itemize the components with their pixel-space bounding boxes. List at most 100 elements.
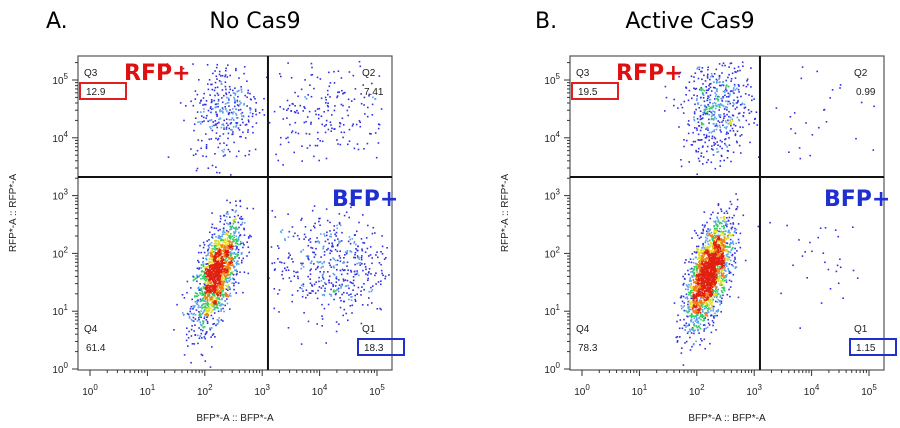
event-dot — [710, 253, 712, 256]
event-dot — [371, 302, 373, 304]
event-dot — [381, 245, 384, 248]
event-dot — [709, 98, 712, 101]
event-dot — [718, 246, 721, 248]
event-dot — [323, 261, 325, 264]
event-dot — [324, 131, 327, 134]
event-dot — [706, 305, 708, 307]
event-dot — [214, 291, 216, 293]
event-dot — [200, 267, 203, 269]
event-dot — [737, 84, 740, 86]
event-dot — [196, 93, 199, 96]
event-dot — [348, 216, 350, 219]
event-dot — [325, 119, 328, 122]
event-dot — [720, 289, 723, 292]
event-dot — [202, 116, 205, 119]
event-dot — [243, 104, 245, 106]
event-dot — [230, 262, 232, 265]
event-dot — [235, 69, 237, 72]
event-dot — [698, 332, 700, 334]
event-dot — [366, 142, 369, 145]
event-dot — [693, 267, 695, 270]
event-dot — [210, 250, 212, 252]
event-dot — [690, 315, 692, 318]
event-dot — [223, 253, 226, 256]
event-dot — [725, 224, 727, 226]
event-dot — [229, 261, 231, 264]
event-dot — [698, 237, 701, 240]
event-dot — [325, 124, 327, 126]
event-dot — [192, 320, 195, 322]
event-dot — [702, 292, 704, 295]
event-dot — [226, 238, 229, 241]
event-dot — [701, 308, 704, 311]
event-dot — [329, 249, 332, 252]
event-dot — [203, 270, 206, 273]
event-dot — [227, 137, 229, 140]
event-dot — [217, 229, 220, 232]
event-dot — [203, 293, 205, 296]
event-dot — [359, 125, 362, 128]
event-dot — [229, 228, 231, 231]
event-dot — [709, 75, 712, 78]
event-dot — [720, 250, 722, 252]
event-dot — [729, 232, 731, 235]
event-dot — [358, 256, 360, 259]
event-dot — [236, 247, 238, 250]
event-dot — [223, 261, 225, 264]
event-dot — [714, 241, 717, 244]
event-dot — [711, 294, 714, 296]
event-dot — [692, 258, 695, 261]
event-dot — [700, 236, 702, 238]
event-dot — [231, 225, 234, 228]
event-dot — [703, 247, 706, 249]
event-dot — [693, 332, 695, 335]
event-dot — [688, 305, 691, 307]
event-dot — [337, 238, 339, 240]
event-dot — [226, 259, 229, 262]
event-dot — [333, 225, 336, 227]
event-dot — [697, 320, 700, 323]
event-dot — [232, 108, 234, 110]
event-dot — [738, 85, 740, 87]
event-dot — [712, 298, 714, 301]
event-dot — [225, 128, 228, 130]
event-dot — [221, 244, 224, 246]
event-dot — [375, 283, 377, 285]
event-dot — [232, 239, 235, 241]
event-dot — [247, 131, 249, 133]
event-dot — [716, 314, 718, 317]
event-dot — [688, 328, 691, 331]
event-dot — [711, 259, 714, 261]
event-dot — [709, 86, 712, 89]
event-dot — [731, 254, 733, 257]
event-dot — [202, 321, 205, 324]
event-dot — [340, 103, 343, 106]
event-dot — [214, 284, 216, 286]
event-dot — [192, 306, 195, 309]
event-dot — [696, 276, 698, 279]
event-dot — [229, 216, 231, 218]
event-dot — [293, 275, 296, 277]
event-dot — [192, 154, 195, 157]
event-dot — [690, 319, 692, 322]
event-dot — [197, 286, 200, 289]
event-dot — [719, 247, 721, 250]
event-dot — [703, 74, 705, 77]
event-dot — [723, 262, 725, 264]
event-dot — [700, 318, 702, 321]
event-dot — [226, 271, 228, 273]
event-dot — [229, 287, 231, 290]
event-dot — [716, 277, 718, 279]
event-dot — [370, 290, 373, 293]
event-dot — [242, 246, 244, 249]
event-dot — [232, 209, 234, 212]
event-dot — [343, 257, 345, 259]
event-dot — [706, 302, 709, 305]
event-dot — [227, 223, 230, 225]
event-dot — [701, 224, 704, 226]
event-dot — [201, 121, 204, 123]
event-dot — [192, 316, 195, 319]
event-dot — [223, 231, 226, 234]
event-dot — [726, 220, 728, 223]
event-dot — [235, 108, 237, 111]
